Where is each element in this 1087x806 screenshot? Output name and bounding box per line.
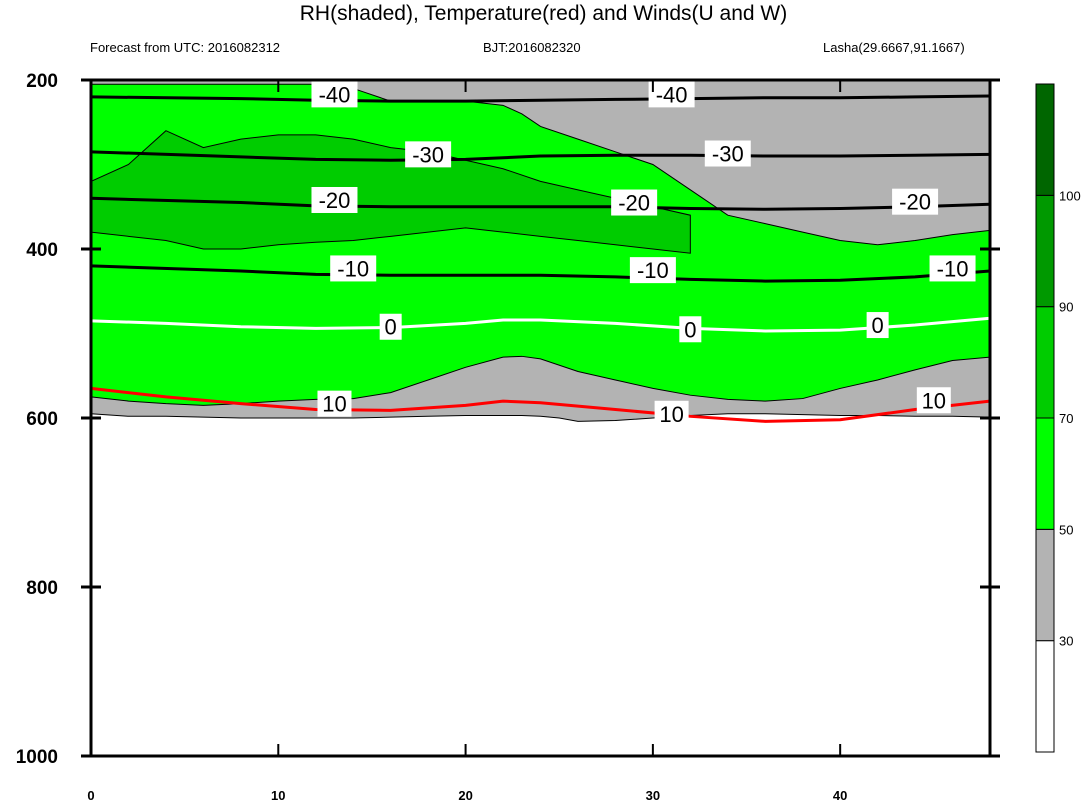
contour-label: 0	[872, 313, 884, 338]
contour-label-bg	[379, 313, 402, 340]
contour-label: -30	[712, 142, 744, 167]
contour-label-bg	[866, 312, 889, 339]
contour-label-bg	[611, 189, 658, 216]
contour-label: -40	[656, 82, 688, 107]
y-tick-label: 800	[26, 578, 58, 599]
contour-label: -20	[319, 188, 351, 213]
colorbar-label: 90	[1059, 300, 1073, 315]
contour-label: -30	[412, 142, 444, 167]
contour-label-bg	[629, 257, 676, 284]
contour-label: 10	[322, 392, 346, 417]
colorbar-label: 30	[1059, 634, 1073, 649]
isotherm-0	[91, 316, 990, 333]
contour-label: 10	[922, 388, 946, 413]
colorbar: 30 50 70 90 100	[1035, 83, 1081, 753]
contour-label: -40	[319, 82, 351, 107]
isotherm--20	[91, 196, 990, 211]
x-tick-label: 10	[271, 788, 285, 803]
bjt-subtitle: BJT:2016082320	[483, 40, 581, 55]
colorbar-swatch	[1035, 528, 1055, 642]
contour-label-bg	[311, 186, 358, 213]
contour-label: 0	[684, 317, 696, 342]
x-tick-label: 20	[458, 788, 472, 803]
contour-label: -20	[618, 191, 650, 216]
contour-label: -10	[637, 258, 669, 283]
x-tick-label: 0	[87, 788, 94, 803]
contour-label: 0	[385, 315, 397, 340]
colorbar-swatch	[1035, 640, 1055, 753]
contour-label: -10	[937, 256, 969, 281]
colorbar-swatch	[1035, 194, 1055, 308]
x-tick-label: 30	[646, 788, 660, 803]
isotherm--40	[91, 94, 990, 103]
contour-label-bg	[311, 81, 358, 108]
contour-label-bg	[648, 81, 695, 108]
contour-label-bg	[317, 390, 352, 417]
y-tick-label: 200	[26, 71, 58, 92]
isotherms	[91, 94, 990, 423]
contour-labels: -40 -40 -30 -30 -20 -20 -20 -10 -10 -10 0 0 0 10 10 10	[311, 81, 976, 427]
contour-label-bg	[916, 387, 951, 414]
y-tick-label: 600	[26, 409, 58, 430]
location-subtitle: Lasha(29.6667,91.1667)	[823, 40, 965, 55]
x-tick-label: 40	[833, 788, 847, 803]
colorbar-label: 100	[1059, 188, 1081, 203]
contour-label-bg	[679, 316, 702, 343]
colorbar-swatch	[1035, 417, 1055, 530]
isotherm-10	[91, 386, 990, 423]
chart-title: RH(shaded), Temperature(red) and Winds(U…	[299, 2, 788, 25]
rh-shading	[91, 80, 990, 422]
contour-label-bg	[929, 255, 976, 282]
colorbar-swatch	[1035, 83, 1055, 196]
rh-region-70-90	[91, 130, 691, 254]
forecast-subtitle: Forecast from UTC: 2016082312	[90, 40, 281, 55]
contour-label-bg	[405, 141, 452, 168]
contour-label: -20	[899, 190, 931, 215]
contour-label-bg	[654, 400, 689, 427]
contour-label: -10	[337, 256, 369, 281]
colorbar-label: 70	[1059, 411, 1073, 426]
contour-label-bg	[330, 255, 377, 282]
contour-label-bg	[704, 140, 751, 167]
colorbar-swatch	[1035, 306, 1055, 419]
isotherm--30	[91, 150, 990, 162]
y-tick-label: 1000	[16, 747, 58, 768]
colorbar-label: 50	[1059, 522, 1073, 537]
contour-label: 10	[659, 402, 683, 427]
contour-label-bg	[892, 188, 939, 215]
y-tick-label: 400	[26, 240, 58, 261]
isotherm--10	[91, 264, 990, 283]
